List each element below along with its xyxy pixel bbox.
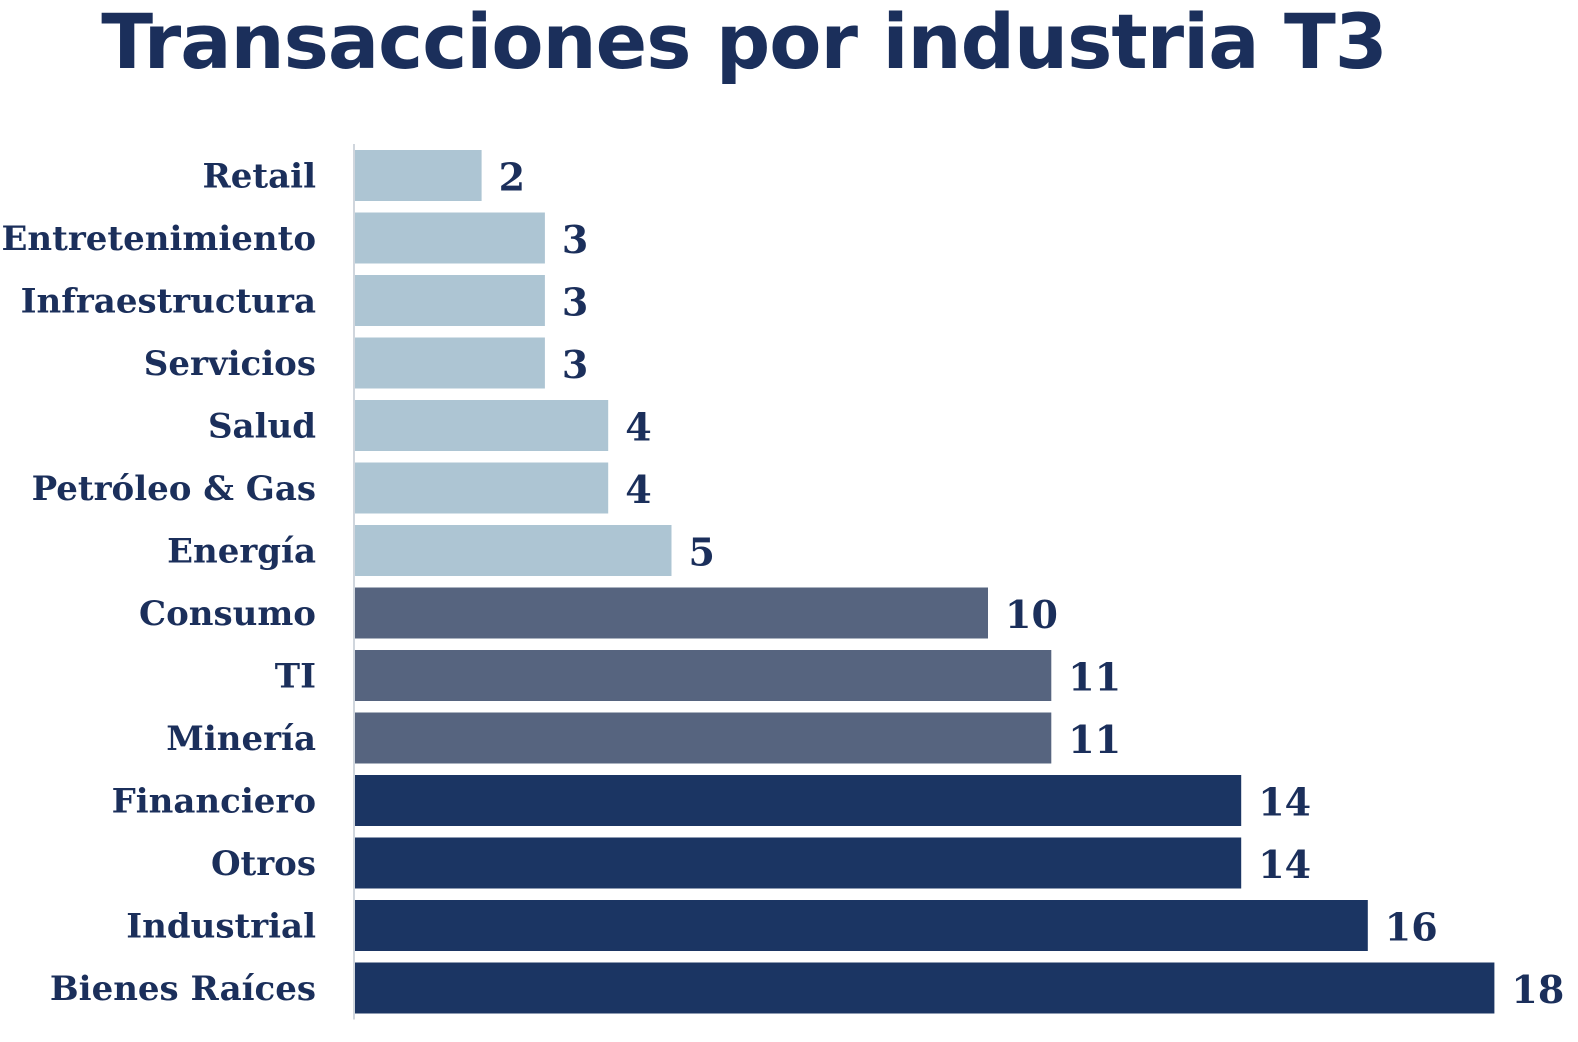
bar-7 [355, 587, 988, 639]
data-label: 14 [1258, 780, 1311, 825]
category-label: Consumo [139, 594, 316, 634]
data-label: 16 [1385, 905, 1438, 950]
category-label: Entretenimiento [2, 219, 316, 259]
data-label: 2 [499, 155, 525, 200]
bar-0 [355, 150, 482, 201]
data-label: 5 [689, 530, 715, 575]
bar-12 [355, 900, 1368, 951]
bar-13 [355, 962, 1495, 1014]
bar-2 [355, 275, 545, 326]
data-label: 11 [1068, 717, 1121, 762]
category-label: Petróleo & Gas [32, 469, 316, 509]
data-label: 4 [625, 405, 651, 450]
category-label: Infraestructura [21, 282, 316, 322]
category-label: Salud [208, 407, 316, 447]
data-label: 11 [1068, 655, 1121, 700]
category-label: Retail [203, 157, 317, 197]
category-label: Minería [166, 719, 316, 759]
data-label: 14 [1258, 842, 1311, 887]
category-label: Financiero [112, 782, 316, 822]
bar-11 [355, 837, 1242, 889]
category-label: Industrial [126, 907, 316, 947]
chart-title: Transacciones por industria T3 [101, 0, 1387, 86]
category-label: TI [275, 657, 316, 697]
data-label: 18 [1511, 967, 1564, 1012]
data-label: 4 [625, 467, 651, 512]
category-label: Servicios [144, 344, 316, 384]
data-label: 3 [562, 342, 588, 387]
category-label: Otros [211, 844, 316, 884]
bar-6 [355, 525, 672, 576]
data-label: 3 [562, 280, 588, 325]
data-label: 3 [562, 217, 588, 262]
bar-4 [355, 400, 609, 451]
bar-5 [355, 462, 609, 514]
bar-1 [355, 212, 545, 264]
bar-8 [355, 650, 1052, 701]
category-label: Bienes Raíces [50, 969, 316, 1009]
data-label: 10 [1005, 592, 1058, 637]
category-label: Energía [167, 532, 316, 572]
bars-group: Retail 2 Entretenimiento 3 Infraestructura 3 S… [2, 150, 1564, 1014]
bar-10 [355, 775, 1242, 826]
bar-9 [355, 712, 1052, 764]
bar-3 [355, 337, 545, 389]
